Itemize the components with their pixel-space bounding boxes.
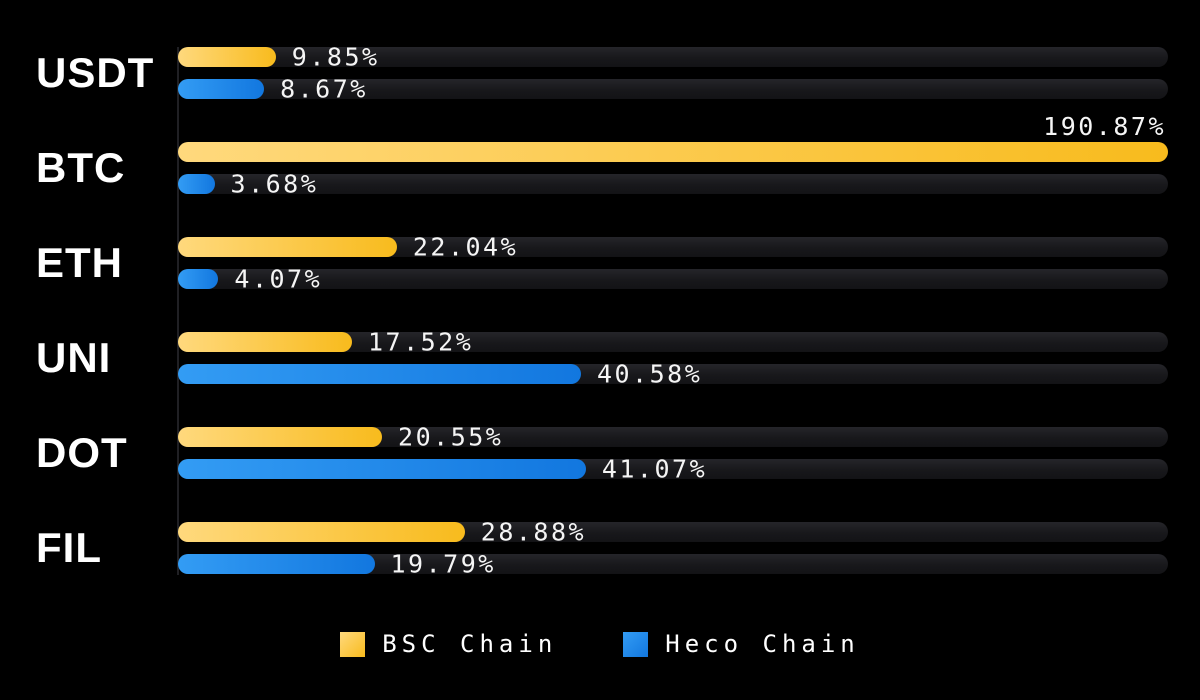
bar-bsc-fil xyxy=(178,522,465,542)
legend-label-bsc: BSC Chain xyxy=(382,630,558,658)
chart-row-uni: UNI 17.52% 40.58% xyxy=(0,327,1200,389)
bar-track-heco-usdt: 8.67% xyxy=(178,74,1168,104)
legend-item-heco: Heco Chain xyxy=(623,631,860,657)
bar-track-bsc-fil: 28.88% xyxy=(178,517,1168,547)
bar-track-bsc-eth: 22.04% xyxy=(178,232,1168,262)
value-label-heco-btc: 3.68% xyxy=(230,169,319,199)
bar-track-bsc-uni: 17.52% xyxy=(178,327,1168,357)
bar-heco-btc xyxy=(178,174,215,194)
bar-track-heco-uni: 40.58% xyxy=(178,359,1168,389)
y-axis-line xyxy=(177,47,179,575)
bar-heco-uni xyxy=(178,364,581,384)
value-label-heco-eth: 4.07% xyxy=(234,264,323,294)
legend-swatch-heco xyxy=(623,631,649,657)
value-label-bsc-usdt: 9.85% xyxy=(291,42,380,72)
bar-heco-usdt xyxy=(178,79,265,99)
bar-track-heco-dot: 41.07% xyxy=(178,454,1168,484)
chart-row-dot: DOT 20.55% 41.07% xyxy=(0,422,1200,484)
bar-heco-eth xyxy=(178,269,219,289)
bar-track-heco-fil: 19.79% xyxy=(178,549,1168,579)
bar-track-bsc-usdt: 9.85% xyxy=(178,42,1168,72)
value-label-heco-usdt: 8.67% xyxy=(280,74,368,104)
bar-track-heco-eth: 4.07% xyxy=(178,264,1168,294)
chart-row-btc: BTC 190.87% 3.68% xyxy=(0,114,1200,199)
legend-item-bsc: BSC Chain xyxy=(340,631,557,657)
value-label-bsc-dot: 20.55% xyxy=(398,422,504,452)
chart-row-usdt: USDT 9.85% 8.67% xyxy=(0,42,1200,104)
bar-track-bsc-btc: 190.87% xyxy=(178,114,1168,162)
bar-heco-fil xyxy=(178,554,375,574)
legend-swatch-bsc xyxy=(340,631,366,657)
chart-row-eth: ETH 22.04% 4.07% xyxy=(0,232,1200,294)
bar-track-bsc-dot: 20.55% xyxy=(178,422,1168,452)
bar-bsc-dot xyxy=(178,427,383,447)
value-label-heco-dot: 41.07% xyxy=(601,454,708,484)
value-label-bsc-uni: 17.52% xyxy=(367,327,474,357)
bar-bsc-usdt xyxy=(178,47,276,67)
category-label-usdt: USDT xyxy=(36,49,155,96)
value-label-bsc-btc: 190.87% xyxy=(1043,112,1166,141)
bar-bsc-uni xyxy=(178,332,352,352)
value-label-heco-fil: 19.79% xyxy=(390,549,496,579)
category-label-dot: DOT xyxy=(36,429,128,476)
bar-bsc-eth xyxy=(178,237,397,257)
bar-track-heco-btc: 3.68% xyxy=(178,169,1168,199)
legend-label-heco: Heco Chain xyxy=(665,630,860,658)
bar-heco-dot xyxy=(178,459,586,479)
value-label-bsc-eth: 22.04% xyxy=(412,232,519,262)
legend: BSC Chain Heco Chain xyxy=(0,631,1200,657)
chart-row-fil: FIL 28.88% 19.79% xyxy=(0,517,1200,579)
bar-bsc-btc xyxy=(178,142,1168,162)
category-label-eth: ETH xyxy=(36,239,123,286)
value-label-bsc-fil: 28.88% xyxy=(480,517,587,547)
value-label-heco-uni: 40.58% xyxy=(596,359,703,389)
category-label-fil: FIL xyxy=(36,524,102,571)
category-label-btc: BTC xyxy=(36,144,126,191)
category-label-uni: UNI xyxy=(36,334,112,381)
